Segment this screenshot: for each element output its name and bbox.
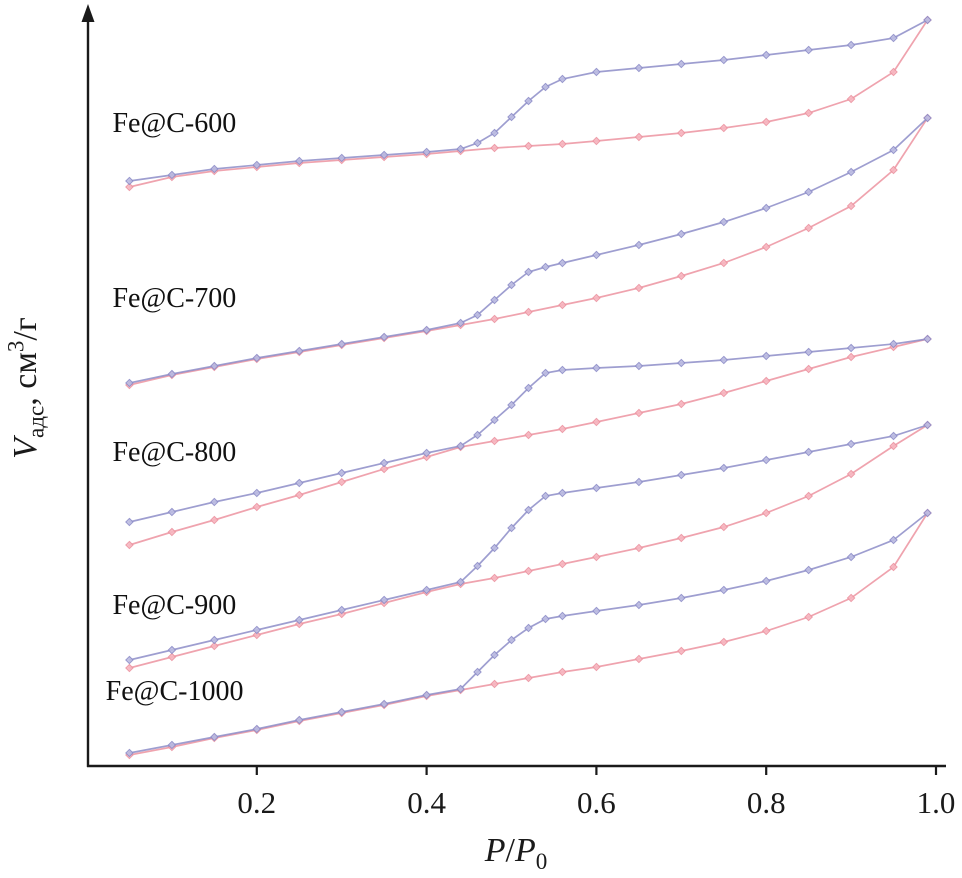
markers-Fe@C-700-adsorption	[125, 113, 932, 390]
y-axis-label: Vадс, см3/г	[3, 317, 50, 459]
x-tick-label: 1.0	[917, 785, 956, 820]
curve-Fe@C-700-adsorption	[129, 117, 929, 386]
curve-Fe@C-800-desorption	[129, 338, 928, 523]
y-axis-label-sup: 3	[3, 340, 30, 353]
markers-Fe@C-800-adsorption	[125, 334, 932, 550]
markers-Fe@C-600-desorption	[125, 15, 932, 186]
sample-label-Fe@C-700: Fe@C-700	[112, 283, 236, 314]
markers-Fe@C-700-desorption	[125, 113, 932, 388]
curve-Fe@C-1000-adsorption	[129, 512, 929, 756]
y-axis-label-var: V	[6, 438, 44, 459]
x-axis-label-sub: 0	[535, 848, 548, 875]
x-tick-label: 0.8	[747, 785, 786, 820]
sample-label-Fe@C-1000: Fe@C-1000	[106, 676, 244, 707]
sample-label-Fe@C-900: Fe@C-900	[112, 590, 236, 621]
markers-Fe@C-900-adsorption	[125, 420, 932, 673]
y-axis-arrow-icon	[81, 4, 95, 22]
y-axis-label-sub: адс	[23, 405, 50, 439]
x-axis-label-p0: P	[514, 832, 536, 869]
markers-Fe@C-1000-adsorption	[125, 508, 932, 760]
x-axis-label: P/P0	[485, 832, 548, 876]
curve-Fe@C-600-desorption	[129, 19, 928, 182]
markers-Fe@C-900-desorption	[125, 420, 932, 665]
x-tick-label: 0.4	[407, 785, 446, 820]
y-axis-label-end: /г	[6, 317, 44, 341]
sample-label-Fe@C-600: Fe@C-600	[112, 108, 236, 139]
markers-Fe@C-800-desorption	[125, 334, 932, 527]
y-axis-label-mid: , см	[6, 352, 44, 406]
x-axis-label-p: P	[484, 832, 506, 869]
x-axis-label-slash: /	[505, 832, 515, 869]
curve-Fe@C-700-desorption	[129, 117, 929, 384]
x-tick-label: 0.6	[577, 785, 616, 820]
markers-Fe@C-600-adsorption	[125, 15, 932, 192]
markers-Fe@C-1000-desorption	[125, 508, 932, 758]
curve-Fe@C-900-desorption	[129, 424, 928, 661]
x-tick-label: 0.2	[237, 785, 276, 820]
sample-label-Fe@C-800: Fe@C-800	[112, 437, 236, 468]
curve-Fe@C-1000-desorption	[129, 512, 929, 754]
